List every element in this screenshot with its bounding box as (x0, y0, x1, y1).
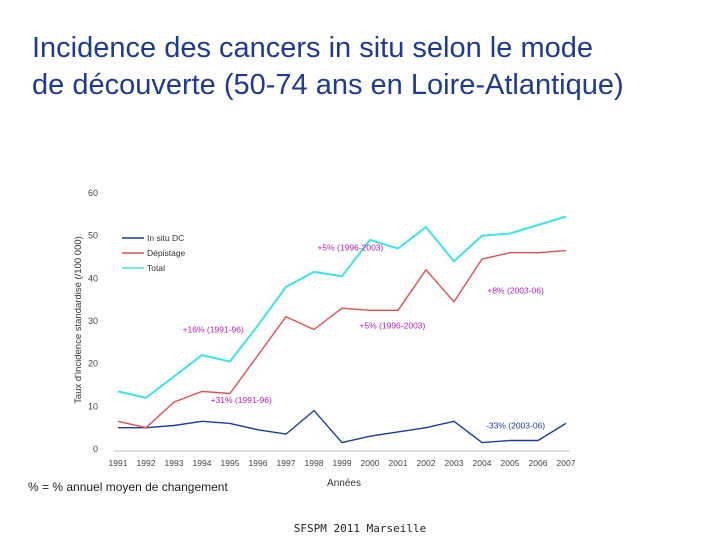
x-axis-label: Années (327, 478, 361, 489)
legend-label: Total (147, 263, 165, 273)
series-line-total (117, 215, 567, 399)
x-tick-label: 2002 (417, 458, 436, 468)
trend-annotation: +31% (1991-96) (211, 395, 272, 405)
x-tick-label: 2005 (501, 458, 520, 468)
title-line-2: de découverte (50-74 ans en Loire-Atlant… (32, 69, 624, 101)
y-tick-label: 0 (93, 444, 98, 454)
x-tick-label: 2003 (445, 458, 464, 468)
x-tick-label: 1994 (193, 458, 212, 468)
percentage-note: % = % annuel moyen de changement (28, 480, 228, 494)
trend-annotation: +5% (1996-2003) (359, 321, 425, 331)
series-line-d-pistage (117, 249, 567, 429)
x-tick-label: 1996 (249, 458, 268, 468)
x-tick-label: 2000 (361, 458, 380, 468)
x-tick-label: 1992 (137, 458, 156, 468)
y-tick-label: 60 (88, 188, 98, 198)
x-tick-label: 2004 (473, 458, 492, 468)
y-tick-label: 40 (88, 273, 98, 283)
axes-group: 0 10 20 30 40 50 60 1991 1992 1993 1994 1995 1996 199… (88, 188, 576, 468)
legend: In situ DC Dépistage Total (122, 233, 186, 273)
y-tick-label: 30 (88, 316, 98, 326)
slide-title: Incidence des cancers in situ selon le m… (32, 30, 712, 104)
trend-annotation: +8% (2003-06) (487, 285, 544, 295)
y-tick-label: 20 (88, 359, 98, 369)
series-lines (117, 215, 567, 444)
legend-label: Dépistage (147, 248, 186, 258)
x-tick-label: 1999 (333, 458, 352, 468)
x-tick-label: 2007 (557, 458, 576, 468)
x-tick-label: 1993 (165, 458, 184, 468)
x-tick-label: 1991 (109, 458, 128, 468)
y-axis-label: Taux d'incidence standardisé (/100 000) (73, 236, 84, 404)
x-tick-label: 2001 (389, 458, 408, 468)
y-tick-label: 10 (88, 401, 98, 411)
x-tick-label: 1998 (305, 458, 324, 468)
trend-annotation: -33% (2003-06) (486, 421, 545, 431)
title-line-1: Incidence des cancers in situ selon le m… (32, 32, 593, 64)
legend-label: In situ DC (147, 233, 184, 243)
trend-annotation: +16% (1991-96) (183, 325, 244, 335)
series-line-in-situ-dc (118, 409, 567, 444)
annotations: +5% (1996-2003) +8% (2003-06) +5% (1996-20… (183, 243, 546, 431)
trend-annotation: +5% (1996-2003) (317, 243, 383, 253)
x-tick-label: 2006 (529, 458, 548, 468)
x-tick-label: 1997 (277, 458, 296, 468)
y-tick-label: 50 (88, 231, 98, 241)
x-tick-label: 1995 (221, 458, 240, 468)
footer-text: SFSPM 2011 Marseille (293, 522, 427, 535)
